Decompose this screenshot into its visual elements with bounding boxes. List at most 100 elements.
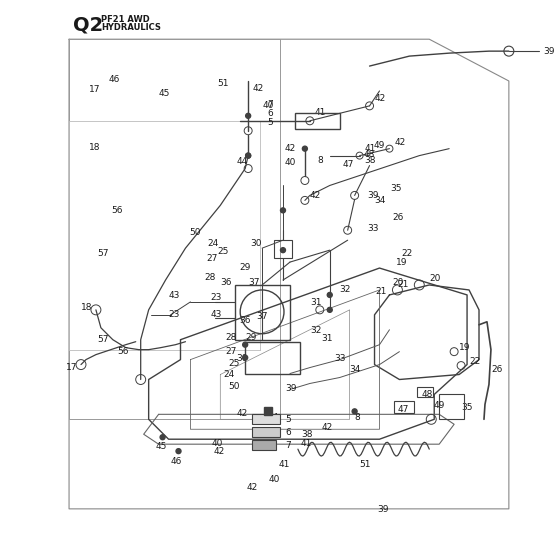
Text: 35: 35 [461, 403, 473, 412]
Circle shape [160, 435, 165, 440]
Bar [295, 113, 340, 129]
Text: 41: 41 [365, 144, 376, 153]
Text: 37: 37 [248, 278, 260, 287]
Text: 51: 51 [360, 460, 371, 469]
Text: 36: 36 [220, 278, 232, 287]
Text: 22: 22 [402, 249, 413, 258]
Text: 33: 33 [334, 353, 346, 362]
Text: HYDRAULICS: HYDRAULICS [101, 24, 161, 32]
Text: 38: 38 [365, 156, 376, 165]
Text: 8: 8 [318, 156, 323, 165]
Text: 28: 28 [225, 333, 237, 342]
Text: 19: 19 [396, 258, 407, 267]
Text: 42: 42 [236, 409, 248, 418]
Text: 47: 47 [342, 160, 354, 169]
Text: 32: 32 [311, 326, 322, 335]
Circle shape [281, 248, 286, 253]
Circle shape [242, 342, 248, 347]
Text: 57: 57 [97, 249, 109, 258]
Text: Q2: Q2 [73, 15, 103, 34]
Text: 41: 41 [301, 439, 312, 448]
Circle shape [327, 307, 332, 312]
Circle shape [242, 355, 248, 360]
Text: 25: 25 [217, 246, 229, 255]
Text: 30: 30 [250, 239, 262, 248]
Text: 46: 46 [171, 456, 182, 465]
Text: 39: 39 [367, 191, 379, 200]
Circle shape [246, 153, 251, 158]
Text: 19: 19 [459, 343, 470, 352]
Circle shape [281, 208, 286, 213]
Text: 42: 42 [375, 95, 386, 104]
Text: 42: 42 [285, 144, 296, 153]
Text: 37: 37 [256, 312, 268, 321]
Text: 36: 36 [239, 316, 251, 325]
Text: 7: 7 [285, 441, 291, 450]
Text: 17: 17 [66, 363, 78, 372]
Text: 26: 26 [393, 213, 404, 222]
Text: 31: 31 [310, 298, 321, 307]
Circle shape [246, 113, 251, 118]
Text: 34: 34 [375, 196, 386, 205]
Text: 21: 21 [376, 287, 387, 296]
Circle shape [246, 153, 251, 158]
Text: 7: 7 [267, 100, 273, 109]
Text: 50: 50 [189, 228, 201, 237]
Text: 17: 17 [89, 85, 101, 94]
Text: 50: 50 [228, 382, 240, 391]
Text: 28: 28 [204, 273, 216, 282]
Text: 44: 44 [236, 157, 248, 166]
Text: 6: 6 [285, 428, 291, 437]
Text: 57: 57 [97, 335, 109, 344]
Text: 44: 44 [268, 413, 279, 422]
Text: 42: 42 [246, 483, 258, 492]
Text: 27: 27 [206, 254, 218, 263]
Bar [252, 427, 280, 437]
Text: 23: 23 [211, 293, 222, 302]
Text: 49: 49 [433, 401, 445, 410]
Text: 18: 18 [89, 143, 101, 152]
Circle shape [302, 146, 307, 151]
Text: 51: 51 [217, 80, 229, 88]
Text: 46: 46 [108, 75, 120, 84]
Text: 32: 32 [340, 286, 351, 295]
Text: 48: 48 [421, 390, 433, 399]
Bar [439, 394, 464, 419]
Text: 30: 30 [236, 353, 248, 362]
Text: 34: 34 [349, 365, 361, 374]
Text: 42: 42 [252, 85, 263, 94]
Text: 42: 42 [213, 447, 225, 456]
Circle shape [327, 292, 332, 297]
Text: 40: 40 [269, 475, 280, 484]
Bar [252, 440, 276, 450]
Text: 39: 39 [544, 46, 555, 55]
Text: 6: 6 [267, 109, 273, 119]
Text: 29: 29 [240, 263, 251, 272]
Text: 49: 49 [374, 141, 385, 150]
Text: 29: 29 [245, 333, 256, 342]
Text: 21: 21 [398, 281, 409, 290]
Text: 42: 42 [394, 138, 405, 147]
Text: 48: 48 [363, 150, 375, 159]
Text: 38: 38 [301, 431, 312, 440]
Bar [252, 414, 280, 424]
Text: 42: 42 [310, 191, 321, 200]
Text: 20: 20 [430, 273, 441, 282]
Text: 40: 40 [212, 439, 223, 448]
Text: 35: 35 [390, 184, 402, 193]
Text: 27: 27 [225, 347, 237, 356]
Text: 5: 5 [267, 118, 273, 127]
Bar [417, 388, 433, 398]
Circle shape [176, 449, 181, 454]
Text: 31: 31 [321, 334, 333, 343]
Text: 23: 23 [169, 310, 180, 319]
Text: 40: 40 [262, 101, 273, 110]
Text: 20: 20 [393, 278, 404, 287]
Bar [394, 402, 414, 413]
Text: 24: 24 [223, 370, 235, 379]
Bar [245, 342, 300, 374]
Text: 56: 56 [117, 347, 129, 356]
Text: 42: 42 [322, 423, 333, 432]
Bar [235, 285, 290, 340]
Text: 39: 39 [377, 505, 389, 514]
